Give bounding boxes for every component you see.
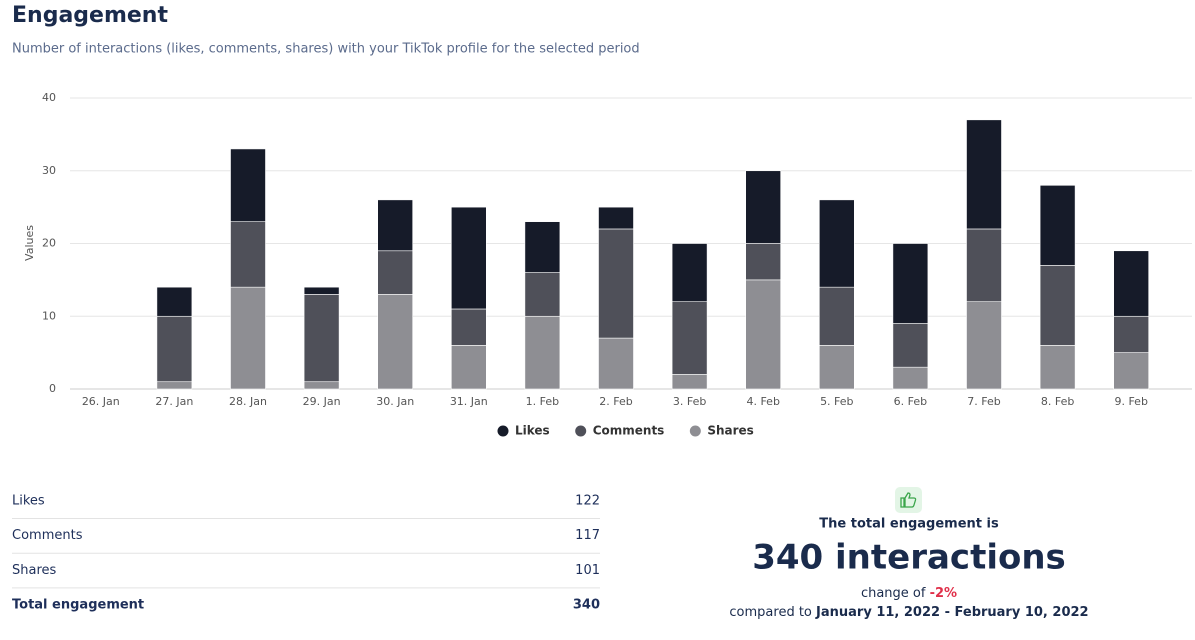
bar-segment [230,221,266,288]
bar-segment [892,243,929,324]
x-tick-label: 3. Feb [673,395,706,408]
x-tick-label: 30. Jan [376,395,414,408]
row-label: Likes [12,494,45,509]
x-tick-label: 2. Feb [599,395,632,408]
bar-segment [377,199,414,252]
x-tick-label: 7. Feb [967,395,1000,408]
legend-marker [497,425,509,437]
x-tick-label: 1. Feb [526,395,559,408]
total-headline: 340 interactions [752,538,1066,578]
bar-segment [524,272,561,317]
row-value: 122 [575,494,600,509]
bar-segment [1039,265,1076,346]
compared-text: compared to [729,605,812,620]
y-tick-label: 10 [42,309,56,322]
y-tick-label: 20 [42,237,56,250]
bar-segment [377,250,414,295]
summary-table: Likes 122 Comments 117 Shares 101 Total engage… [12,494,600,613]
period: January 11, 2022 - February 10, 2022 [815,605,1089,620]
bar-segment [1039,185,1076,266]
thumb-icon-bg [895,487,922,513]
x-tick-label: 6. Feb [894,395,927,408]
total-lead: The total engagement is [819,517,999,532]
bar-segment [966,119,1002,230]
x-tick-label: 27. Jan [155,395,193,408]
bar-segment [524,315,561,390]
row-label: Comments [12,528,83,543]
bar-segment [598,337,634,390]
legend-label: Likes [515,424,550,438]
bar-segment [671,301,708,375]
subtitle: Number of interactions (likes, comments,… [12,42,640,57]
bar-segment [156,381,193,390]
bar-segment [745,243,782,281]
bar-segment [818,199,855,288]
change-text: change of [861,586,926,601]
legend-marker [689,425,701,437]
bar-segment [230,148,266,222]
bar-segment [1113,250,1149,317]
row-value: 340 [573,598,600,613]
bar-segment [966,228,1002,302]
bar-segment [818,345,855,390]
y-axis-label: Values [23,225,36,261]
bar-segment [892,323,929,368]
row-value: 101 [575,563,600,578]
bar-segment [671,243,708,303]
x-tick-label: 8. Feb [1041,395,1074,408]
bar-segment [818,286,855,346]
thumb-icon [900,492,917,508]
bar-segment [524,221,561,273]
bar-segment [1113,352,1149,390]
bar-segment [450,308,487,346]
y-tick-label: 40 [42,91,56,104]
row-label: Shares [12,563,57,578]
legend-label: Comments [593,424,665,438]
bar-segment [966,301,1002,390]
y-tick-label: 0 [49,382,56,395]
y-tick-label: 30 [42,164,56,177]
row-label: Total engagement [12,598,144,613]
x-tick-label: 29. Jan [303,395,341,408]
bar-segment [450,345,487,390]
legend-marker [575,425,587,437]
bar-segment [377,294,414,390]
bar-segment [892,366,929,390]
x-tick-label: 28. Jan [229,395,267,408]
x-tick-label: 9. Feb [1114,395,1147,408]
bar-segment [598,228,634,339]
bar-segment [1039,345,1076,390]
bar-segment [745,170,782,244]
bar-segment [1113,315,1149,353]
row-value: 117 [575,528,600,543]
legend-label: Shares [707,424,753,438]
change-value: -2% [930,586,957,601]
bar-segment [450,206,487,310]
x-tick-label: 31. Jan [450,395,488,408]
x-tick-label: 5. Feb [820,395,853,408]
bar-segment [156,315,193,383]
bar-segment [156,286,193,317]
bar-segment [230,286,266,390]
title: Engagement [12,3,168,28]
bar-segment [671,374,708,390]
x-tick-label: 4. Feb [746,395,779,408]
bar-segment [303,286,340,295]
bar-segment [745,279,782,390]
change-line: change of -2% [861,586,957,601]
compared-line: compared to January 11, 2022 - February … [729,605,1088,620]
bar-segment [303,294,340,383]
bar-segment [598,206,634,230]
bar-segment [303,381,340,390]
x-tick-label: 26. Jan [82,395,120,408]
